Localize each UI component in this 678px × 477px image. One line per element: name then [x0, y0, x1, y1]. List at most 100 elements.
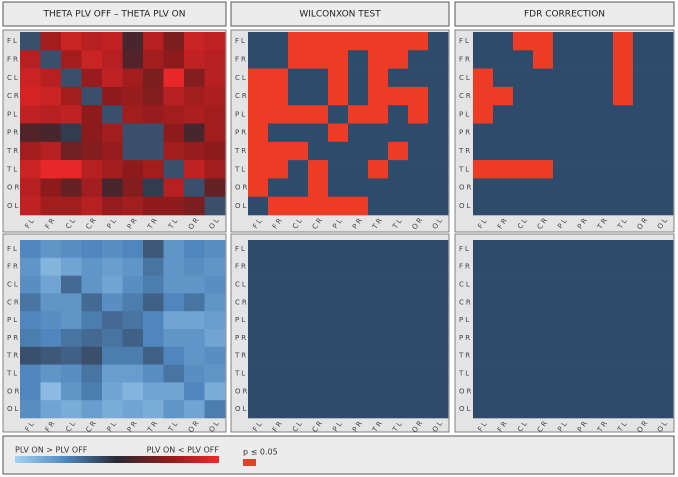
- cell: [61, 346, 82, 365]
- row-label: TL: [234, 370, 247, 378]
- cell: [513, 329, 534, 348]
- row-label: TR: [234, 352, 248, 360]
- cell: [204, 50, 226, 69]
- cell: [20, 382, 41, 401]
- row-label: CL: [7, 281, 20, 289]
- cell: [473, 196, 494, 216]
- cell: [20, 240, 41, 259]
- cell: [473, 311, 494, 330]
- cell: [248, 293, 269, 312]
- cell: [613, 275, 634, 294]
- cell: [61, 178, 82, 197]
- cell: [653, 311, 674, 330]
- cell: [40, 123, 62, 143]
- cell: [40, 32, 62, 51]
- cell: [81, 160, 103, 179]
- cell: [593, 364, 614, 383]
- cell: [102, 105, 123, 124]
- cell: [473, 382, 494, 401]
- row-label: OR: [235, 184, 249, 192]
- cell: [593, 275, 614, 294]
- cell: [473, 86, 494, 106]
- cell: [288, 68, 309, 88]
- cell: [288, 32, 309, 51]
- cell: [204, 293, 226, 312]
- cell: [593, 196, 614, 216]
- cell: [613, 240, 634, 259]
- cell: [408, 50, 429, 69]
- cell: [553, 382, 574, 401]
- cell: [328, 311, 349, 330]
- cell: [20, 32, 41, 51]
- row-label: FR: [235, 263, 248, 271]
- colorbar: [15, 456, 219, 463]
- cell: [143, 86, 164, 106]
- cell: [493, 50, 514, 69]
- cell: [102, 275, 123, 294]
- cell: [288, 50, 309, 69]
- cell: [122, 364, 144, 383]
- cell: [473, 329, 494, 348]
- cell: [184, 293, 205, 312]
- cell: [122, 123, 144, 143]
- cell: [61, 382, 82, 401]
- cell: [143, 240, 164, 259]
- cell: [408, 105, 429, 124]
- cell: [204, 400, 226, 419]
- cell: [633, 311, 654, 330]
- cell: [328, 86, 349, 106]
- cell: [204, 123, 226, 143]
- cell: [553, 257, 574, 276]
- cell: [593, 346, 614, 365]
- cell: [613, 178, 634, 197]
- cell: [573, 86, 594, 106]
- cell: [553, 311, 574, 330]
- cell: [328, 50, 349, 69]
- cell: [288, 275, 309, 294]
- cell: [61, 196, 82, 216]
- cell: [368, 196, 389, 216]
- panel-header: [230, 1, 450, 27]
- cell: [473, 293, 494, 312]
- cell: [533, 123, 554, 143]
- cell: [163, 178, 185, 197]
- cell: [348, 240, 369, 259]
- cell: [268, 196, 289, 216]
- cell: [633, 32, 654, 51]
- cell: [81, 329, 103, 348]
- cell: [248, 105, 269, 124]
- cell: [163, 86, 185, 106]
- row-label: CL: [459, 74, 472, 82]
- cell: [513, 240, 534, 259]
- cell: [122, 105, 144, 124]
- cell: [368, 32, 389, 51]
- cell: [328, 178, 349, 197]
- row-label: CR: [235, 298, 249, 306]
- cell: [81, 293, 103, 312]
- cell: [143, 400, 164, 419]
- cell: [408, 293, 429, 312]
- cell: [653, 196, 674, 216]
- cell: [184, 178, 205, 197]
- cell: [573, 178, 594, 197]
- cell: [328, 400, 349, 419]
- cell: [204, 275, 226, 294]
- cell: [328, 123, 349, 143]
- cell: [61, 68, 82, 88]
- cell: [348, 141, 369, 161]
- cell: [288, 196, 309, 216]
- cell: [408, 141, 429, 161]
- cell: [593, 382, 614, 401]
- cell: [553, 293, 574, 312]
- cell: [493, 293, 514, 312]
- legend-left: PLV ON > PLV OFF: [15, 446, 88, 455]
- row-label: CR: [459, 92, 473, 100]
- cell: [122, 50, 144, 69]
- cell: [122, 160, 144, 179]
- cell: [163, 364, 185, 383]
- cell: [428, 382, 449, 401]
- cell: [633, 293, 654, 312]
- cell: [428, 240, 449, 259]
- row-label: OL: [235, 405, 248, 413]
- cell: [368, 346, 389, 365]
